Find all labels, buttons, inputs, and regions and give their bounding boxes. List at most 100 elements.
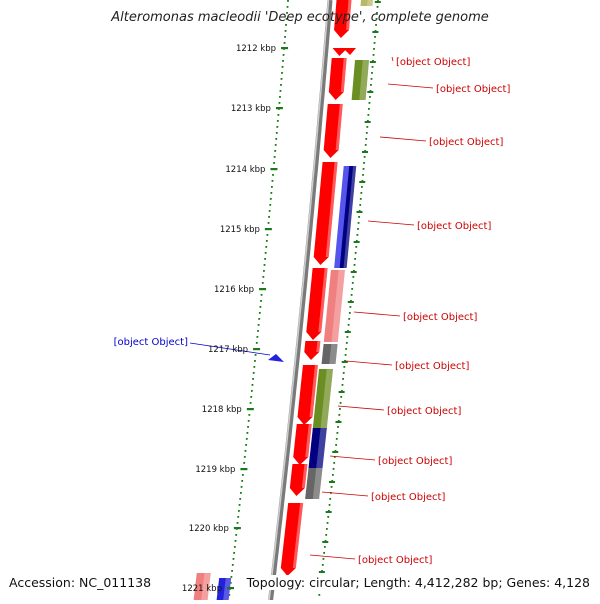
- outer-ring-dot: [334, 450, 337, 452]
- inner-ring-dot: [277, 114, 280, 116]
- inner-ring-dot: [272, 174, 274, 176]
- outer-minor-tick: [328, 481, 335, 483]
- outer-minor-tick: [361, 151, 368, 153]
- outer-ring-dot: [372, 54, 375, 56]
- outer-ring-dot: [325, 528, 328, 530]
- outer-ring-dot: [360, 192, 363, 194]
- inner-ring-dot: [279, 90, 282, 92]
- outer-ring-dot: [374, 36, 376, 38]
- outer-minor-tick: [356, 211, 363, 213]
- outer-ring-dot: [366, 120, 369, 122]
- gene-label: [object Object]: [358, 555, 432, 566]
- outer-ring-dot: [336, 432, 339, 434]
- outer-minor-tick: [338, 391, 345, 393]
- cog-block-navy-shine: [316, 428, 327, 469]
- backbone-line: [268, 0, 333, 601]
- outer-ring-dot: [361, 180, 364, 182]
- outer-ring-dot: [333, 462, 336, 464]
- inner-ring-dot: [247, 426, 249, 428]
- outer-ring-dot: [373, 42, 376, 44]
- gene-leader-line: [329, 455, 376, 461]
- gene-label: [object Object]: [403, 312, 477, 323]
- inner-ring-dot: [285, 24, 287, 26]
- inner-ring-dot: [273, 162, 275, 164]
- gene-labels: [object Object] [object Object] [object Ob…: [114, 56, 510, 566]
- inner-ring-dot: [250, 396, 253, 398]
- outer-ring-dot: [353, 270, 355, 272]
- outer-ring-dot: [335, 444, 338, 446]
- outer-minor-tick: [364, 121, 371, 123]
- cog-block-grey-shine: [312, 468, 323, 499]
- gene-leader-line: [391, 56, 394, 62]
- gene-leader-line: [367, 220, 415, 226]
- outer-ring-dot: [368, 102, 371, 104]
- outer-ring-dot: [351, 282, 354, 284]
- cog-block-navy-shine: [343, 166, 357, 268]
- cds-arrow-shine: [309, 365, 318, 417]
- reverse-block-pink-shine: [201, 573, 211, 600]
- inner-ring-dot: [256, 336, 259, 338]
- inner-ring-dot: [285, 18, 288, 20]
- cds-arrow: [328, 58, 347, 100]
- inner-ring-dot: [232, 558, 235, 560]
- inner-ring-dot: [245, 438, 248, 440]
- outer-ring-dot: [337, 420, 340, 422]
- outer-ring-dot: [372, 60, 374, 62]
- outer-ring-dot: [356, 234, 359, 236]
- outer-ring-dot: [350, 300, 352, 302]
- outer-ring-dot: [327, 510, 330, 512]
- gene-label: [object Object]: [417, 221, 491, 232]
- outer-ring-dot: [328, 504, 331, 506]
- kbp-tick: [264, 228, 272, 231]
- gene-leader-line: [387, 83, 434, 89]
- outer-ring-dot: [344, 354, 347, 356]
- outer-ring-dot: [375, 24, 377, 26]
- cds-arrow-shine: [318, 268, 328, 332]
- inner-ring-dot: [253, 366, 256, 368]
- inner-ring-dot: [269, 198, 272, 200]
- inner-ring-dot: [239, 498, 242, 500]
- outer-ring-dot: [342, 372, 345, 374]
- cds-arrow: [297, 365, 318, 425]
- cog-block-olive-shine: [359, 60, 370, 100]
- inner-ring-dot: [263, 270, 265, 272]
- outer-ring-dot: [348, 318, 351, 320]
- inner-ring-dot: [281, 72, 283, 74]
- outer-ring-dot: [347, 324, 350, 326]
- inner-ring-dot: [282, 60, 284, 62]
- outer-ring-dot: [370, 78, 373, 80]
- outer-ring-dot: [357, 228, 359, 230]
- inner-ring-dot: [250, 390, 253, 392]
- cog-block-olive: [351, 60, 370, 100]
- gene-label: [object Object]: [371, 492, 445, 503]
- inner-ring-dot: [262, 276, 265, 278]
- outer-ring-dot: [351, 288, 354, 290]
- outer-ring-dot: [339, 402, 342, 404]
- outer-ring-dot: [324, 540, 327, 542]
- cds-arrow: [334, 0, 352, 38]
- gene-label: [object Object]: [429, 137, 503, 148]
- cds-arrow-shine: [292, 503, 304, 568]
- cds-arrow: [323, 104, 343, 158]
- outer-minor-tick: [322, 541, 329, 543]
- inner-ring-dot: [266, 234, 269, 236]
- outer-ring-dot: [355, 240, 358, 242]
- inner-ring-dot: [238, 504, 241, 506]
- inner-ring-dot: [286, 12, 288, 14]
- reverse-block-blue: [216, 578, 232, 600]
- outer-ring-dot: [341, 384, 344, 386]
- inner-ring-dot: [230, 576, 233, 578]
- cog-block-olive-shine: [320, 369, 334, 430]
- kbp-tick: [226, 587, 234, 590]
- outer-ring-dot: [364, 144, 367, 146]
- outer-ring-dot: [366, 126, 369, 128]
- outer-ring-dot: [369, 96, 371, 98]
- inner-ring-dot: [280, 84, 282, 86]
- outer-ring-dot: [330, 486, 333, 488]
- small-cds-arrow: [343, 48, 356, 55]
- inner-ring-dot: [235, 534, 238, 536]
- cog-block-navy: [339, 166, 357, 268]
- cog-block-pink-shine: [331, 270, 345, 342]
- outer-ring-dot: [358, 216, 361, 218]
